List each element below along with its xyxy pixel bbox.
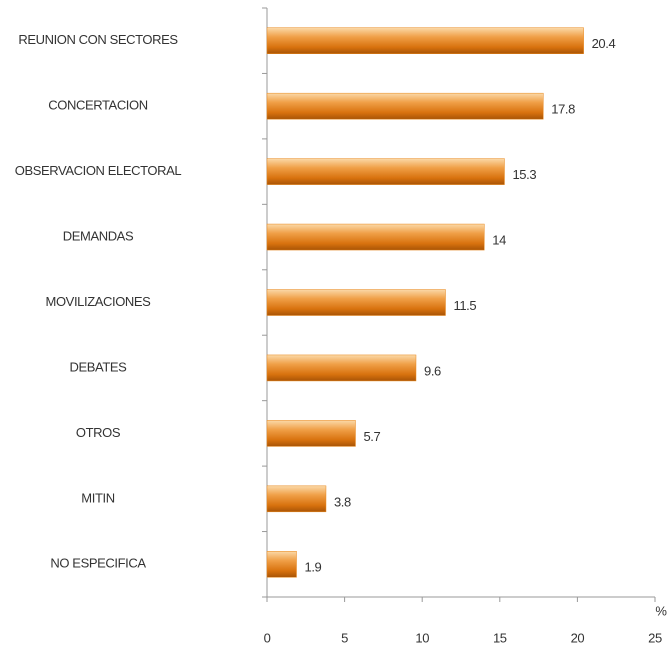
y-tick-label: MITIN — [81, 490, 114, 505]
y-tick-label: OTROS — [76, 425, 121, 440]
y-tick-label: MOVILIZACIONES — [46, 294, 152, 309]
y-tick-label: REUNION CON SECTORES — [18, 32, 178, 47]
bar — [266, 27, 584, 54]
y-tick-label: OBSERVACION ELECTORAL — [15, 163, 182, 178]
bar — [266, 223, 485, 251]
value-label: 20.4 — [592, 36, 616, 51]
bar — [266, 420, 356, 447]
x-tick-label: 15 — [493, 630, 507, 645]
y-tick-label: DEMANDAS — [63, 228, 134, 243]
value-label: 1.9 — [304, 560, 321, 575]
x-tick-label: 20 — [571, 630, 585, 645]
bar — [266, 92, 544, 120]
x-tick-label: 5 — [341, 630, 348, 645]
value-label: 11.5 — [453, 298, 476, 313]
y-tick-label: NO ESPECIFICA — [50, 556, 146, 571]
value-label: 9.6 — [424, 363, 441, 378]
x-tick-label: 10 — [415, 630, 429, 645]
x-tick-label: 0 — [264, 630, 271, 645]
y-tick-label: CONCERTACION — [48, 98, 147, 113]
bar — [266, 485, 327, 513]
bar — [266, 289, 446, 316]
value-label: 15.3 — [512, 167, 536, 182]
bar — [266, 158, 505, 185]
value-label: 5.7 — [363, 429, 380, 444]
bar — [266, 551, 297, 578]
value-label: 17.8 — [551, 102, 575, 117]
bar — [266, 354, 417, 382]
value-label: 14 — [492, 232, 506, 247]
value-label: 3.8 — [334, 494, 351, 509]
x-axis-label: % — [655, 603, 667, 618]
y-tick-label: DEBATES — [70, 359, 128, 374]
x-tick-label: 25 — [648, 630, 662, 645]
